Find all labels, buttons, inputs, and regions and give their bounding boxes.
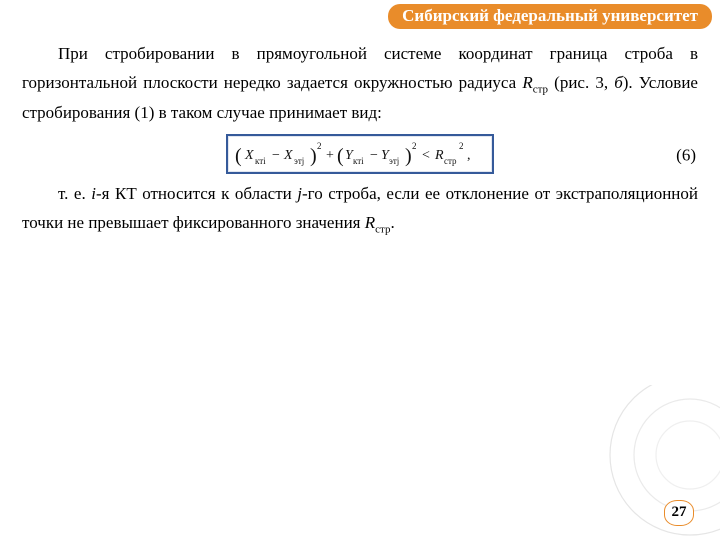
p1-text-2: (рис. 3, [548, 73, 614, 92]
paragraph-2: т. е. i-я КТ относится к области j-го ст… [22, 180, 698, 239]
p2-text-1: т. е. [58, 184, 91, 203]
eq-X1: X [244, 148, 254, 163]
eq-lparen1: ( [235, 145, 242, 167]
equation-box: ( X ктi − X этj ) 2 + ( Y ктi − Y этj ) [226, 134, 494, 174]
eq-rparen2: ) [405, 145, 412, 167]
page-number-text: 27 [672, 504, 687, 520]
equation-svg: ( X ктi − X этj ) 2 + ( Y ктi − Y этj ) [234, 137, 486, 171]
header-pill: Сибирский федеральный университет [388, 4, 712, 29]
eq-Y1-sub: ктi [353, 156, 364, 166]
eq-R: R [434, 148, 444, 163]
eq-lparen2: ( [337, 145, 344, 167]
eq-R-sub: стр [444, 156, 457, 166]
eq-lt: < [422, 148, 430, 163]
eq-X1-sub: ктi [255, 156, 266, 166]
equation-number: (6) [676, 141, 696, 170]
eq-minus2: − [370, 148, 378, 163]
eq-plus: + [326, 148, 334, 163]
p2-R: R [365, 213, 375, 232]
eq-X2-sub: этj [294, 156, 304, 166]
eq-X2: X [283, 148, 293, 163]
p2-R-sub: стр [375, 223, 390, 235]
eq-R-exp: 2 [459, 141, 464, 151]
p1-b: б [614, 73, 623, 92]
eq-Y2-sub: этj [389, 156, 399, 166]
eq-exp1: 2 [317, 141, 322, 151]
decor-circles [580, 385, 720, 540]
eq-rparen1: ) [310, 145, 317, 167]
header-title: Сибирский федеральный университет [402, 6, 698, 25]
eq-exp2: 2 [412, 141, 417, 151]
p1-R: R [522, 73, 532, 92]
slide: Сибирский федеральный университет При ст… [0, 0, 720, 540]
equation-row: ( X ктi − X этj ) 2 + ( Y ктi − Y этj ) [22, 134, 698, 178]
paragraph-1: При стробировании в прямоугольной систем… [22, 40, 698, 128]
content: При стробировании в прямоугольной систем… [22, 40, 698, 239]
eq-minus1: − [272, 148, 280, 163]
eq-comma: , [467, 148, 471, 163]
p2-text-4: . [390, 213, 394, 232]
p2-text-2: -я КТ относится к области [96, 184, 297, 203]
p1-R-sub: стр [533, 83, 548, 95]
page-number: 27 [664, 500, 694, 526]
